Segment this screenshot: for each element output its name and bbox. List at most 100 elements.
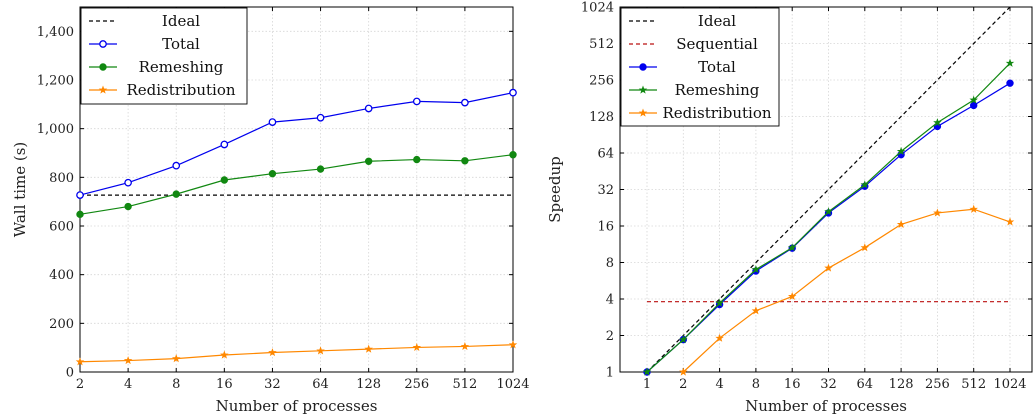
- x-axis-label: Number of processes: [745, 397, 907, 415]
- data-point-total: [970, 101, 978, 110]
- y-tick-label: 1: [606, 366, 614, 381]
- data-point-redistribution: [460, 341, 470, 351]
- series-line-ideal: [646, 6, 1011, 373]
- y-tick-label: 400: [49, 268, 74, 283]
- data-point-redistribution: [969, 204, 978, 213]
- data-point-redistribution: [896, 219, 906, 228]
- y-tick-label: 600: [49, 220, 74, 235]
- x-tick-label: 512: [961, 377, 986, 392]
- x-tick-label: 64: [312, 377, 329, 392]
- data-point-redistribution: [787, 291, 797, 301]
- data-point-redistribution: [933, 208, 942, 217]
- y-tick-label: 1,000: [37, 122, 74, 137]
- series-line-total: [79, 92, 514, 196]
- x-tick-label: 256: [404, 377, 429, 392]
- legend-label: Redistribution: [126, 81, 235, 99]
- data-point-total: [76, 191, 84, 199]
- data-point-remeshing: [268, 169, 277, 178]
- legend-label: Redistribution: [662, 104, 771, 122]
- data-point-remeshing: [413, 155, 421, 164]
- data-point-total: [509, 88, 517, 97]
- legend-marker: [98, 85, 108, 94]
- data-point-redistribution: [1005, 217, 1015, 226]
- data-point-total: [316, 113, 325, 122]
- data-point-redistribution: [715, 333, 724, 342]
- y-tick-label: 64: [597, 147, 614, 162]
- data-point-remeshing: [642, 367, 652, 376]
- data-point-remeshing: [969, 95, 978, 104]
- y-tick-label: 128: [589, 110, 614, 125]
- data-point-redistribution: [679, 367, 688, 376]
- data-point-total: [461, 98, 469, 107]
- data-point-redistribution: [364, 344, 373, 353]
- x-tick-label: 512: [452, 377, 477, 392]
- data-point-remeshing: [316, 165, 325, 173]
- data-point-total: [220, 140, 229, 149]
- y-tick-label: 16: [597, 220, 614, 235]
- y-tick-label: 800: [49, 171, 74, 186]
- data-point-remeshing: [679, 335, 688, 344]
- data-point-remeshing: [461, 157, 469, 165]
- data-point-total: [412, 97, 421, 106]
- data-point-remeshing: [715, 298, 724, 307]
- y-tick-label: 512: [589, 37, 614, 52]
- data-point-remeshing: [896, 146, 906, 155]
- y-tick-label: 1,400: [37, 25, 74, 40]
- data-point-remeshing: [824, 207, 833, 216]
- y-tick-label: 32: [597, 183, 614, 198]
- legend-label: Remeshing: [675, 81, 760, 99]
- data-point-redistribution: [412, 342, 422, 352]
- data-point-remeshing: [933, 118, 942, 127]
- data-point-redistribution: [171, 354, 181, 363]
- x-tick-label: 256: [925, 377, 950, 392]
- y-tick-label: 4: [606, 293, 614, 308]
- data-point-remeshing: [787, 243, 797, 252]
- data-point-total: [268, 118, 277, 126]
- x-tick-label: 64: [857, 377, 874, 392]
- legend-label: Remeshing: [139, 58, 224, 76]
- legend-marker: [639, 63, 647, 71]
- data-point-remeshing: [751, 265, 761, 274]
- data-point-total: [364, 104, 373, 113]
- legend-box: [80, 7, 248, 105]
- data-point-redistribution: [860, 243, 870, 252]
- y-axis-label: Wall time (s): [11, 142, 29, 238]
- data-point-remeshing: [509, 151, 517, 159]
- data-point-total: [124, 178, 132, 187]
- legend-label: Sequential: [676, 35, 758, 53]
- data-point-redistribution: [824, 263, 833, 272]
- data-point-redistribution: [220, 350, 229, 359]
- plot-frame: [79, 6, 514, 373]
- data-point-remeshing: [364, 157, 373, 165]
- x-tick-label: 32: [264, 377, 281, 392]
- legend-marker: [99, 40, 107, 48]
- data-point-remeshing: [860, 180, 870, 189]
- legend-label: Total: [698, 58, 736, 76]
- legend-marker: [99, 63, 107, 71]
- legend-label: Total: [162, 35, 200, 53]
- series-line-redistribution: [682, 208, 1011, 373]
- x-tick-label: 128: [356, 377, 381, 392]
- series-line-remeshing: [79, 154, 514, 215]
- x-tick-label: 2: [76, 377, 84, 392]
- data-point-remeshing: [76, 210, 84, 219]
- x-tick-label: 4: [124, 377, 132, 392]
- y-axis-label: Speedup: [546, 156, 564, 223]
- data-point-redistribution: [268, 348, 277, 357]
- legend-marker: [638, 108, 648, 117]
- data-point-remeshing: [124, 202, 132, 211]
- data-point-remeshing: [220, 176, 229, 184]
- y-tick-label: 2: [606, 329, 614, 344]
- y-tick-label: 1024: [581, 1, 614, 16]
- legend-marker: [638, 85, 648, 94]
- data-point-remeshing: [1005, 58, 1015, 67]
- x-tick-label: 128: [889, 377, 914, 392]
- x-axis-label: Number of processes: [216, 397, 378, 415]
- data-point-remeshing: [172, 190, 180, 198]
- y-tick-label: 200: [49, 317, 74, 332]
- data-point-redistribution: [316, 346, 325, 355]
- x-tick-label: 4: [715, 377, 723, 392]
- data-point-total: [172, 161, 181, 170]
- y-tick-label: 0: [66, 366, 74, 381]
